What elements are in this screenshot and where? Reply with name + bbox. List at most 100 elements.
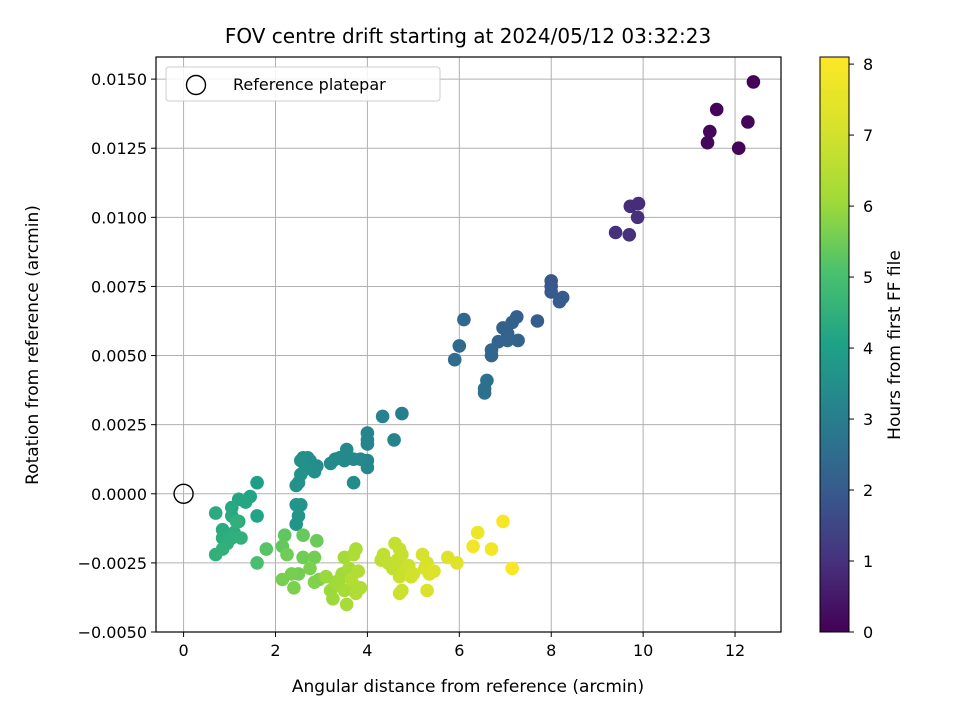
data-point — [289, 498, 304, 512]
colorbar-ticks: 0 1 2 3 4 5 6 7 8 — [849, 55, 873, 642]
y-tick-label: −0.0025 — [78, 554, 147, 573]
x-tick-label: 8 — [546, 641, 556, 660]
legend-entry-reference: Reference platepar — [233, 75, 386, 94]
data-point — [496, 514, 510, 529]
data-point — [234, 531, 248, 545]
data-point — [310, 534, 324, 548]
y-tick-label: 0.0025 — [91, 416, 147, 435]
data-point — [622, 228, 637, 242]
legend-box — [165, 66, 441, 102]
data-point — [287, 581, 301, 595]
x-tick-label: 2 — [270, 641, 280, 660]
data-point — [477, 386, 492, 400]
colorbar-tick-label: 8 — [863, 55, 873, 74]
y-tick-label: −0.0050 — [78, 623, 147, 642]
data-point — [346, 547, 361, 562]
y-tick-label: 0.0050 — [91, 347, 147, 366]
x-axis-label: Angular distance from reference (arcmin) — [292, 677, 644, 697]
data-point — [289, 517, 304, 531]
data-point — [630, 210, 645, 225]
x-tick-label: 6 — [454, 641, 464, 660]
data-point — [544, 285, 558, 299]
data-point — [307, 550, 322, 565]
data-points — [173, 75, 761, 612]
data-point — [741, 115, 755, 129]
colorbar: 0 1 2 3 4 5 6 7 8 Hours from first FF file — [819, 55, 905, 642]
colorbar-tick-label: 3 — [863, 410, 873, 429]
colorbar-tick-label: 1 — [863, 552, 873, 571]
data-point — [339, 597, 354, 612]
data-point — [427, 564, 441, 578]
data-point — [296, 528, 310, 542]
data-point — [280, 547, 294, 562]
data-point — [259, 542, 274, 556]
data-point — [323, 456, 338, 471]
data-point — [326, 592, 340, 606]
data-point — [746, 75, 761, 89]
grid — [156, 57, 781, 633]
chart-title: FOV centre drift starting at 2024/05/12 … — [225, 24, 711, 48]
data-point — [250, 475, 264, 490]
data-point — [511, 333, 525, 348]
y-tick-label: 0.0150 — [91, 70, 147, 89]
data-point — [703, 124, 717, 139]
data-point — [360, 437, 375, 451]
colorbar-tick-label: 4 — [863, 339, 873, 358]
data-point — [505, 561, 519, 576]
data-point — [447, 352, 462, 367]
x-axis-ticks: 0 2 4 6 8 10 12 — [178, 632, 745, 660]
data-point — [466, 539, 480, 554]
reference-platepar-marker — [173, 483, 194, 504]
y-tick-label: 0.0125 — [91, 139, 147, 158]
x-tick-label: 10 — [633, 641, 653, 660]
data-point — [289, 478, 304, 493]
data-point — [346, 475, 361, 490]
colorbar-tick-label: 0 — [863, 623, 873, 642]
x-tick-label: 4 — [362, 641, 372, 660]
colorbar-gradient — [819, 56, 850, 633]
data-point — [375, 409, 390, 424]
data-point — [470, 525, 485, 540]
data-point — [452, 339, 467, 353]
data-point — [344, 572, 359, 587]
colorbar-tick-label: 2 — [863, 481, 873, 500]
colorbar-tick-label: 5 — [863, 268, 873, 287]
data-point — [731, 141, 746, 155]
data-point — [395, 583, 409, 598]
data-point — [608, 225, 623, 240]
data-point — [623, 199, 638, 214]
data-point — [387, 433, 401, 447]
data-point — [709, 102, 724, 117]
colorbar-tick-label: 7 — [863, 126, 873, 145]
legend-reference-marker — [185, 74, 207, 96]
colorbar-tick-label: 6 — [863, 197, 873, 216]
data-point — [484, 348, 499, 363]
data-point — [457, 312, 471, 327]
data-point — [303, 561, 317, 576]
data-point — [700, 135, 715, 150]
data-point — [395, 406, 409, 421]
data-point — [450, 556, 464, 570]
data-point — [406, 567, 421, 581]
x-tick-label: 0 — [178, 641, 188, 660]
y-tick-label: 0.0075 — [91, 277, 147, 296]
y-tick-label: 0.0000 — [91, 485, 147, 504]
data-point — [353, 581, 368, 595]
data-point — [208, 506, 223, 520]
x-tick-label: 12 — [725, 641, 745, 660]
legend: Reference platepar — [165, 66, 441, 102]
data-point — [250, 556, 264, 570]
data-point — [275, 572, 290, 587]
data-point — [530, 314, 545, 328]
y-tick-label: 0.0100 — [91, 208, 147, 227]
y-axis-label: Rotation from reference (arcmin) — [23, 205, 43, 485]
data-point — [484, 542, 499, 556]
colorbar-label: Hours from first FF file — [885, 250, 905, 440]
data-point — [420, 583, 434, 598]
data-point — [229, 514, 244, 529]
plot-frame — [155, 56, 782, 633]
data-point — [277, 528, 292, 542]
data-point — [250, 509, 264, 523]
data-point — [208, 547, 223, 562]
